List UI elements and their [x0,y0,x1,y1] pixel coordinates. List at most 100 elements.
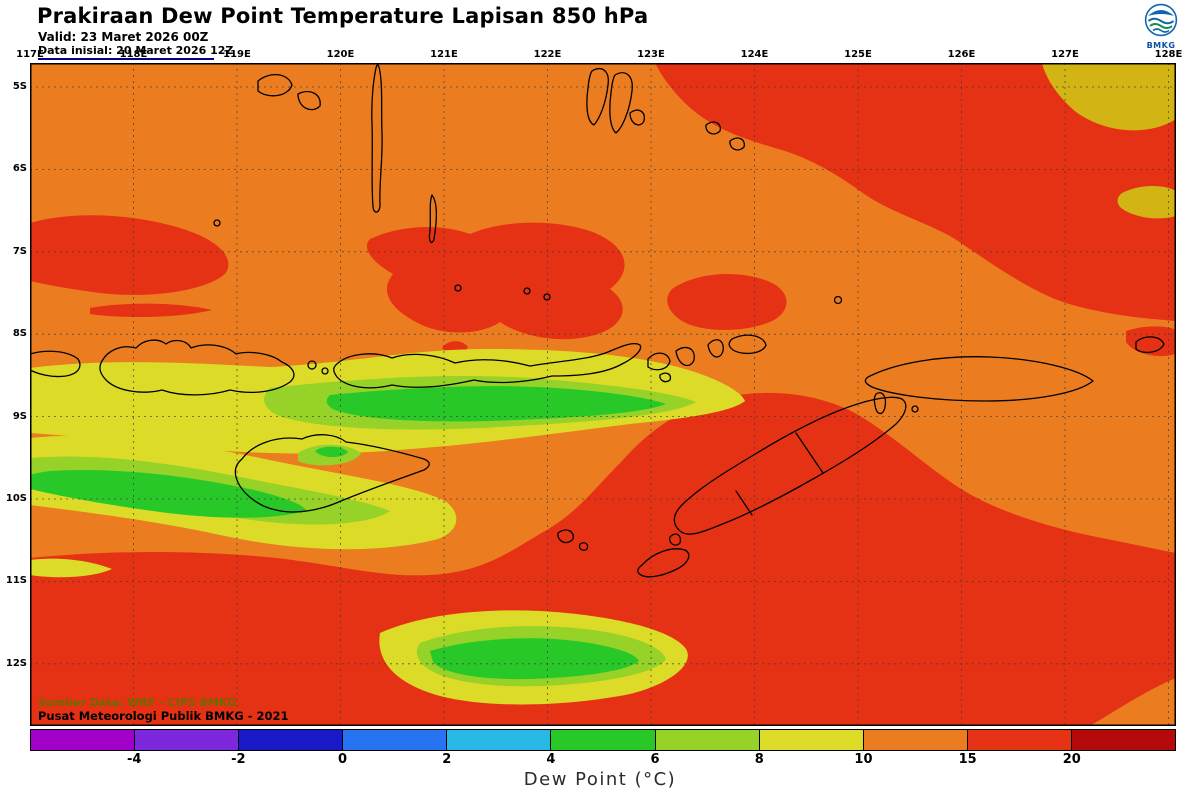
gridlines [30,63,1176,726]
lat-label: 7S [12,245,27,257]
valid-time-text: Valid: 23 Maret 2026 00Z [38,30,209,44]
colorbar-segment [967,730,1072,750]
lat-label: 5S [12,81,27,92]
colorbar-tick: 2 [442,752,452,767]
coastline-islet [911,405,919,413]
lat-label: 10S [5,493,27,504]
gold-region [1117,186,1176,219]
coastline-islet [523,287,531,295]
dewpoint-red-regions [30,63,1176,726]
colorbar-segment [1071,730,1176,750]
credit-line-1: Sumber Data: WRF - CIPS BMKG [38,696,237,709]
weather-map-svg [30,63,1176,726]
colorbar-segment [31,730,136,750]
colorbar-tick: 0 [338,752,348,767]
colorbar-segment [447,730,552,750]
colorbar-tick: -2 [231,752,246,767]
lon-label: 127E [1051,49,1079,60]
bmkg-logo: BMKG [1139,3,1183,50]
map-border [30,63,1176,726]
red-region [30,392,1176,726]
coastline-komodo [321,367,329,375]
colorbar-tick: 15 [958,752,977,767]
lon-label: 118E [119,49,148,60]
colorbar-ticks: -4 -2 0 2 4 6 8 10 15 20 [30,752,1176,770]
credit-line-2: Pusat Meteorologi Publik BMKG - 2021 [38,709,289,723]
coastline-savu [557,529,574,544]
lat-label: 12S [5,657,27,669]
coastline-flores [333,342,642,389]
colorbar-segment [759,730,864,750]
red-region [667,273,787,330]
lon-label: 121E [430,49,458,60]
init-time-text: Data inisial: 20 Maret 2026 12Z [38,44,234,57]
coastline-buton [629,109,645,126]
colorbar-tick: -4 [126,752,142,767]
coastline-solor [659,372,672,383]
dewpoint-green-regions [30,386,666,680]
coastline-lembata [675,346,695,367]
lon-label: 120E [326,49,355,60]
coastline-timor [673,396,907,535]
coastlines [30,64,1165,578]
coastline-wetar [864,356,1094,402]
coastline-island [729,137,745,151]
red-region [90,303,212,318]
green-region [30,469,306,518]
coastline-pantar [707,339,724,358]
header-underline [38,58,214,60]
bmkg-logo-icon [1144,3,1178,37]
colorbar-tick: 6 [650,752,660,767]
gold-region [1042,63,1176,131]
yellow-region [30,558,112,578]
red-region [655,63,1176,321]
coastline-island [257,74,293,97]
dewpoint-gold-regions [1042,63,1176,219]
colorbar-segment [551,730,656,750]
page-title: Prakiraan Dew Point Temperature Lapisan … [37,4,649,28]
timor-internal-border [795,432,824,474]
red-region [1126,326,1176,357]
coastline-damar [1135,336,1165,354]
colorbar-tick: 20 [1062,752,1081,767]
map-area: Sumber Data: WRF - CIPS BMKG Pusat Meteo… [30,63,1176,726]
green-region [430,638,639,680]
coastline-sumba [234,434,430,513]
lon-label: 128E [1154,49,1183,60]
lon-label: 123E [637,49,665,60]
green-region [326,386,666,422]
coastline-adonara [647,352,671,371]
colorbar-tick: 10 [854,752,873,767]
lon-label: 124E [740,49,769,60]
coastline-island [297,91,321,111]
coastline-lombok [30,350,81,378]
coastline-island [705,121,721,135]
red-region [366,222,625,340]
colorbar-tick: 4 [546,752,556,767]
lon-label: 122E [533,49,562,60]
coastline-islet [213,219,221,227]
colorbar-segment [343,730,448,750]
colorbar-segment [863,730,968,750]
red-region [30,215,229,295]
green-region [315,446,348,458]
lon-label: 117E [16,49,44,60]
colorbar [30,729,1176,751]
colorbar-tick: 8 [754,752,764,767]
coastline-buton [609,72,633,134]
coastline-sulawesi-peninsula [371,64,383,213]
coastline-rote [637,548,690,578]
lat-label: 11S [5,575,27,587]
coastline-atauro [873,392,887,415]
lat-label: 8S [12,328,27,340]
lat-label: 6S [12,163,27,175]
coastline-semau [669,533,682,546]
lat-label: 9S [12,410,27,422]
coastline-islet [454,284,462,292]
colorbar-segment [239,730,344,750]
coastline-sumbawa [99,339,295,396]
lon-label: 125E [844,49,872,60]
colorbar-segment [655,730,760,750]
coastline-alor [728,334,767,355]
